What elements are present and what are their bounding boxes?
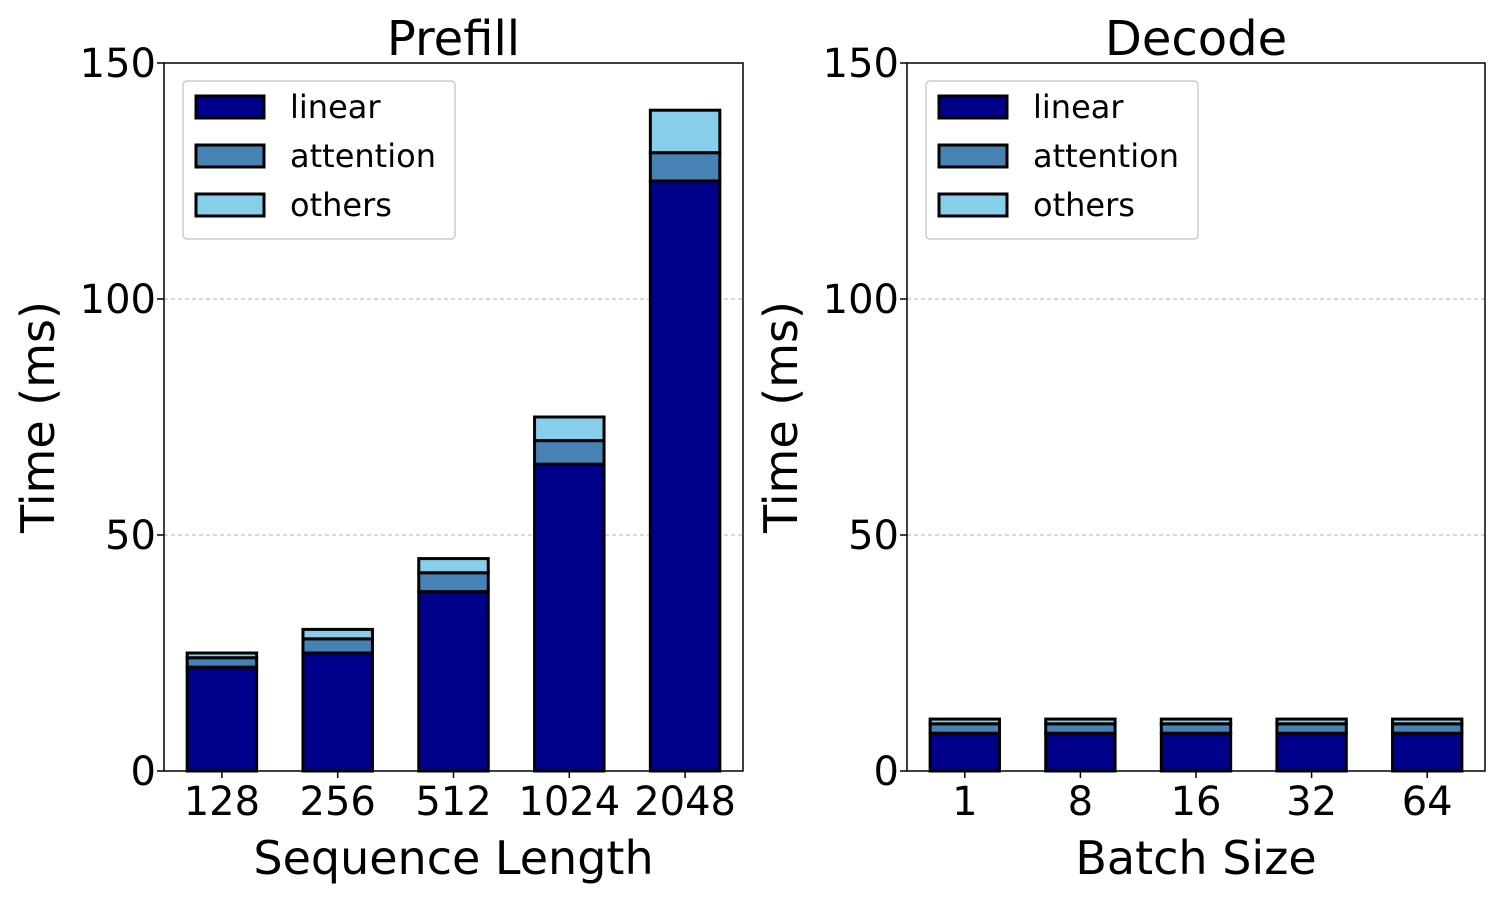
y-tick-label: 50: [848, 513, 899, 559]
x-axis-label: Batch Size: [1075, 831, 1316, 885]
bar-others-1024: [533, 415, 606, 443]
y-tick-label: 0: [874, 749, 899, 795]
bar-linear-32: [1275, 731, 1348, 773]
bar-others-32: [1275, 717, 1348, 726]
legend-swatch-attention: [194, 143, 266, 169]
bar-attention-2048: [648, 151, 722, 183]
legend-swatch-others: [937, 192, 1009, 218]
bar-others-256: [301, 627, 374, 641]
y-tick-label: 150: [823, 41, 899, 87]
x-tick-label: 32: [1286, 779, 1337, 825]
x-tick-label: 8: [1068, 779, 1093, 825]
plot-frame: [906, 62, 1486, 772]
y-axis-label: Time (ms): [754, 301, 808, 534]
y-tick-label: 100: [823, 277, 899, 323]
bar-others-128: [185, 651, 259, 660]
legend-swatch-others: [194, 192, 266, 218]
legend-swatch-attention: [937, 143, 1009, 169]
legend-label-linear: linear: [290, 88, 381, 126]
x-axis-label: Sequence Length: [253, 831, 653, 885]
bar-linear-128: [185, 665, 259, 773]
x-tick-label: 1: [952, 779, 977, 825]
chart-title: Decode: [1105, 11, 1287, 67]
legend-label-others: others: [1033, 186, 1135, 224]
plot-frame: [163, 62, 744, 772]
x-tick-label: 256: [300, 779, 376, 825]
bar-attention-1024: [533, 439, 606, 466]
bar-linear-64: [1391, 731, 1464, 773]
bar-others-1: [928, 717, 1001, 726]
legend-swatch-linear: [937, 94, 1009, 120]
legend-swatch-linear: [194, 94, 266, 120]
bar-linear-1: [928, 731, 1001, 773]
bar-linear-16: [1159, 731, 1233, 773]
bar-linear-1024: [533, 462, 606, 773]
bar-linear-256: [301, 651, 374, 773]
chart-title: Prefill: [387, 11, 520, 67]
y-tick-label: 0: [131, 749, 156, 795]
y-tick-label: 50: [105, 513, 156, 559]
legend-label-attention: attention: [290, 137, 436, 175]
x-tick-label: 64: [1402, 779, 1453, 825]
x-tick-label: 1024: [518, 779, 620, 825]
bar-others-8: [1044, 717, 1117, 726]
legend-label-others: others: [290, 186, 392, 224]
legend-label-linear: linear: [1033, 88, 1124, 126]
bar-others-512: [417, 557, 490, 575]
bar-attention-256: [301, 637, 374, 655]
bar-others-16: [1159, 717, 1233, 726]
y-axis-label: Time (ms): [11, 301, 65, 534]
bar-linear-8: [1044, 731, 1117, 773]
bar-attention-512: [417, 571, 490, 594]
bar-linear-2048: [648, 179, 722, 773]
bar-others-64: [1391, 717, 1464, 726]
legend-label-attention: attention: [1033, 137, 1179, 175]
x-tick-label: 128: [184, 779, 260, 825]
y-tick-label: 150: [80, 41, 156, 87]
bar-others-2048: [648, 108, 722, 155]
bar-linear-512: [417, 590, 490, 773]
x-tick-label: 16: [1171, 779, 1222, 825]
x-tick-label: 2048: [634, 779, 736, 825]
y-tick-label: 100: [80, 277, 156, 323]
x-tick-label: 512: [415, 779, 491, 825]
